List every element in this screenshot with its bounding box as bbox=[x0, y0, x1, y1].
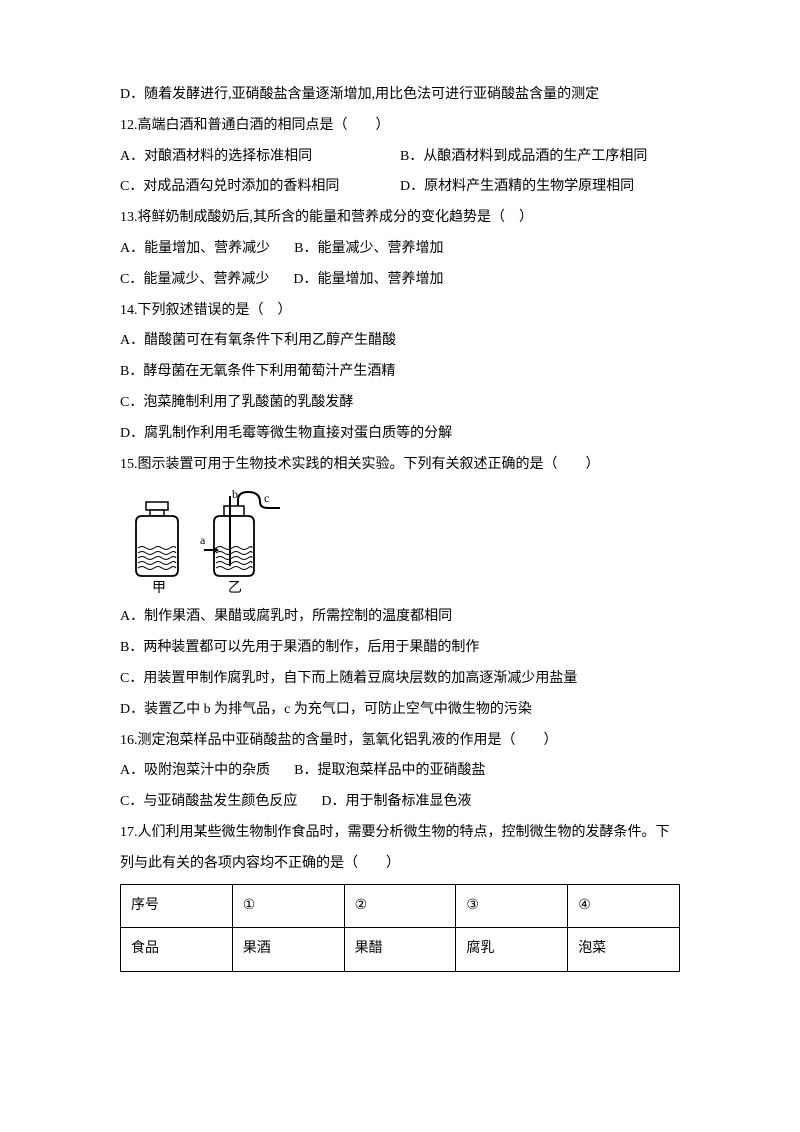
table-row: 食品 果酒 果醋 腐乳 泡菜 bbox=[121, 928, 680, 972]
q16-row-cd: C．与亚硝酸盐发生颜色反应 D．用于制备标准显色液 bbox=[120, 787, 680, 818]
label-c: c bbox=[264, 491, 269, 505]
q16-opt-a: A．吸附泡菜汁中的杂质 bbox=[120, 756, 270, 787]
q12-opt-a: A．对酿酒材料的选择标准相同 bbox=[120, 142, 400, 173]
q15-opt-c: C．用装置甲制作腐乳时，自下而上随着豆腐块层数的加高逐渐减少用盐量 bbox=[120, 664, 680, 695]
q16-opt-d: D．用于制备标准显色液 bbox=[321, 787, 471, 818]
q12-opt-c: C．对成品酒勾兑时添加的香料相同 bbox=[120, 172, 400, 203]
cell-col1: 果酒 bbox=[232, 928, 344, 972]
q13-opt-a: A．能量增加、营养减少 bbox=[120, 234, 270, 265]
q14-opt-a: A．醋酸菌可在有氧条件下利用乙醇产生醋酸 bbox=[120, 326, 680, 357]
q17-stem: 17.人们利用某些微生物制作食品时，需要分析微生物的特点，控制微生物的发酵条件。… bbox=[120, 818, 680, 880]
cell-col1: ① bbox=[232, 884, 344, 928]
q12-opt-d: D．原材料产生酒精的生物学原理相同 bbox=[400, 172, 680, 203]
cell-header: 序号 bbox=[121, 884, 233, 928]
q13-stem: 13.将鲜奶制成酸奶后,其所含的能量和营养成分的变化趋势是（ ） bbox=[120, 203, 680, 234]
q12-row-cd: C．对成品酒勾兑时添加的香料相同 D．原材料产生酒精的生物学原理相同 bbox=[120, 172, 680, 203]
label-b: b bbox=[232, 488, 238, 501]
q13-opt-c: C．能量减少、营养减少 bbox=[120, 265, 269, 296]
q12-opt-b: B．从酿酒材料到成品酒的生产工序相同 bbox=[400, 142, 680, 173]
q13-opt-d: D．能量增加、营养增加 bbox=[293, 265, 443, 296]
q11-option-d: D．随着发酵进行,亚硝酸盐含量逐渐增加,用比色法可进行亚硝酸盐含量的测定 bbox=[120, 80, 680, 111]
q14-opt-c: C．泡菜腌制利用了乳酸菌的乳酸发酵 bbox=[120, 388, 680, 419]
q13-row-ab: A．能量增加、营养减少 B．能量减少、营养增加 bbox=[120, 234, 680, 265]
table-row: 序号 ① ② ③ ④ bbox=[121, 884, 680, 928]
cell-col4: ④ bbox=[568, 884, 680, 928]
q14-stem: 14.下列叙述错误的是（ ） bbox=[120, 296, 680, 327]
q17-table: 序号 ① ② ③ ④ 食品 果酒 果醋 腐乳 泡菜 bbox=[120, 884, 680, 973]
q16-opt-c: C．与亚硝酸盐发生颜色反应 bbox=[120, 787, 297, 818]
q15-opt-b: B．两种装置都可以先用于果酒的制作，后用于果醋的制作 bbox=[120, 633, 680, 664]
q15-opt-a: A．制作果酒、果醋或腐乳时，所需控制的温度都相同 bbox=[120, 602, 680, 633]
cell-header: 食品 bbox=[121, 928, 233, 972]
q15-diagram: 甲 a b c 乙 bbox=[120, 488, 680, 598]
q15-stem: 15.图示装置可用于生物技术实践的相关实验。下列有关叙述正确的是（ ） bbox=[120, 450, 680, 481]
apparatus-svg: 甲 a b c 乙 bbox=[120, 488, 300, 598]
cell-col2: 果醋 bbox=[344, 928, 456, 972]
cell-col3: 腐乳 bbox=[456, 928, 568, 972]
cell-col2: ② bbox=[344, 884, 456, 928]
q13-row-cd: C．能量减少、营养减少 D．能量增加、营养增加 bbox=[120, 265, 680, 296]
cell-col4: 泡菜 bbox=[568, 928, 680, 972]
q16-row-ab: A．吸附泡菜汁中的杂质 B．提取泡菜样品中的亚硝酸盐 bbox=[120, 756, 680, 787]
q14-opt-d: D．腐乳制作利用毛霉等微生物直接对蛋白质等的分解 bbox=[120, 419, 680, 450]
q16-opt-b: B．提取泡菜样品中的亚硝酸盐 bbox=[294, 756, 485, 787]
label-a: a bbox=[200, 533, 206, 547]
q12-stem: 12.高端白酒和普通白酒的相同点是（ ） bbox=[120, 111, 680, 142]
q13-opt-b: B．能量减少、营养增加 bbox=[294, 234, 443, 265]
label-yi: 乙 bbox=[228, 580, 242, 596]
q15-opt-d: D．装置乙中 b 为排气品，c 为充气口，可防止空气中微生物的污染 bbox=[120, 695, 680, 726]
q14-opt-b: B．酵母菌在无氧条件下利用葡萄汁产生酒精 bbox=[120, 357, 680, 388]
label-jia: 甲 bbox=[152, 581, 166, 596]
q16-stem: 16.测定泡菜样品中亚硝酸盐的含量时，氢氧化铝乳液的作用是（ ） bbox=[120, 726, 680, 757]
q12-row-ab: A．对酿酒材料的选择标准相同 B．从酿酒材料到成品酒的生产工序相同 bbox=[120, 142, 680, 173]
cell-col3: ③ bbox=[456, 884, 568, 928]
bottle-jia bbox=[136, 502, 178, 576]
